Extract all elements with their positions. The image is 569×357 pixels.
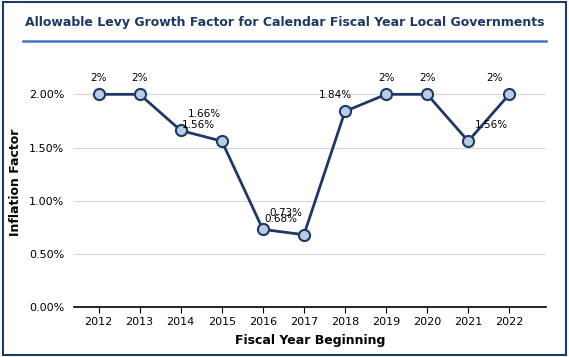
Text: 1.84%: 1.84% — [319, 90, 352, 100]
Text: 2%: 2% — [419, 73, 435, 83]
Text: 2%: 2% — [131, 73, 148, 83]
Text: 0.68%: 0.68% — [264, 213, 297, 223]
Y-axis label: Inflation Factor: Inflation Factor — [9, 129, 22, 236]
Text: 2%: 2% — [486, 73, 502, 83]
Text: 2%: 2% — [90, 73, 107, 83]
Text: 1.56%: 1.56% — [475, 120, 508, 130]
Text: Allowable Levy Growth Factor for Calendar Fiscal Year Local Governments: Allowable Levy Growth Factor for Calenda… — [24, 16, 545, 29]
Text: 1.56%: 1.56% — [182, 120, 215, 130]
X-axis label: Fiscal Year Beginning: Fiscal Year Beginning — [235, 335, 385, 347]
Text: 0.73%: 0.73% — [270, 208, 303, 218]
Text: 1.66%: 1.66% — [188, 109, 221, 119]
Text: 2%: 2% — [378, 73, 394, 83]
